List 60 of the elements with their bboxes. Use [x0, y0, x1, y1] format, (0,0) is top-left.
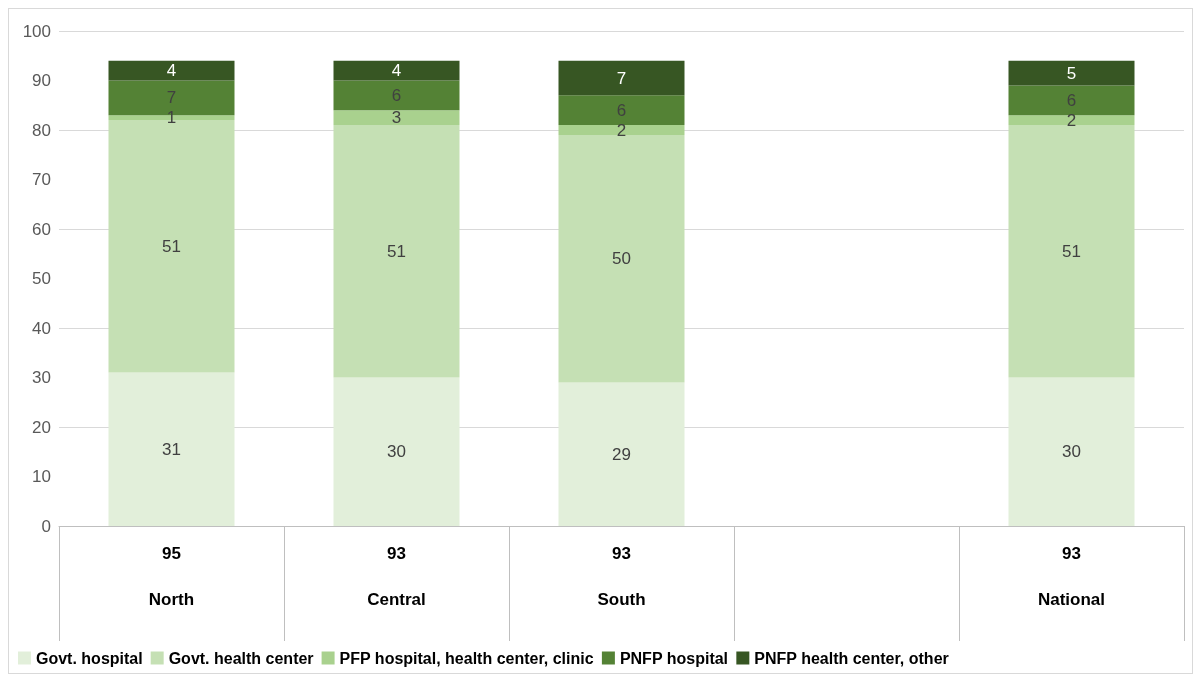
data-label: 51	[1062, 241, 1081, 261]
legend-label: Govt. hospital	[36, 649, 143, 667]
x-tick-label: South	[597, 590, 646, 609]
legend-label: PNFP hospital	[619, 649, 729, 667]
bar	[1008, 115, 1135, 126]
data-label: 4	[391, 61, 402, 81]
data-label: 51	[387, 241, 406, 261]
y-tick-label: 60	[32, 219, 51, 239]
bar	[333, 125, 460, 378]
data-label: 6	[391, 85, 402, 105]
bar	[333, 110, 460, 126]
bar	[1008, 377, 1135, 526]
data-label: 30	[387, 442, 406, 462]
bar	[1008, 125, 1135, 378]
bar	[108, 372, 235, 526]
bar	[558, 134, 685, 383]
y-tick-label: 80	[32, 120, 51, 140]
bar	[108, 60, 235, 81]
y-tick-label: 20	[32, 417, 51, 437]
x-tick-label: Central	[367, 590, 426, 609]
bar	[558, 125, 685, 135]
x-tick-label: National	[1037, 590, 1106, 609]
x-tick-label: North	[148, 590, 195, 609]
data-label: 7	[616, 68, 627, 88]
data-label: 2	[1066, 110, 1077, 130]
legend-label: Govt. health center	[168, 649, 314, 667]
bar	[333, 377, 460, 526]
bar	[333, 80, 460, 111]
total-label: 95	[162, 544, 181, 563]
data-label: 30	[1062, 442, 1081, 462]
y-tick-label: 30	[32, 368, 51, 387]
data-label: 31	[162, 439, 181, 459]
y-tick-label: 0	[41, 516, 51, 536]
data-label: 5	[1066, 63, 1077, 83]
bar	[333, 60, 460, 81]
data-label: 50	[612, 249, 631, 269]
y-tick-label: 50	[32, 269, 51, 288]
total-label: 93	[612, 544, 631, 563]
total-label: 93	[387, 544, 406, 563]
y-tick-label: 70	[32, 170, 51, 189]
legend-label: PFP hospital, health center, clinic	[339, 649, 594, 667]
y-tick-label: 40	[32, 318, 51, 338]
bar	[558, 95, 685, 126]
y-tick-label: 90	[32, 71, 51, 90]
data-label: 7	[166, 88, 177, 108]
y-tick-label: 10	[32, 467, 51, 486]
total-label: 93	[1062, 544, 1081, 563]
bar	[1008, 85, 1135, 116]
bar	[1008, 60, 1135, 86]
data-label: 51	[162, 236, 181, 256]
data-label: 6	[616, 100, 627, 120]
data-label: 2	[616, 120, 627, 140]
bar	[558, 60, 685, 96]
legend-label: PNFP health center, other	[754, 649, 949, 667]
data-label: 29	[612, 444, 631, 464]
data-label: 6	[1066, 90, 1077, 110]
bar	[558, 382, 685, 526]
y-tick-label: 100	[22, 21, 51, 41]
data-label: 3	[391, 108, 402, 128]
data-label: 4	[166, 61, 177, 81]
